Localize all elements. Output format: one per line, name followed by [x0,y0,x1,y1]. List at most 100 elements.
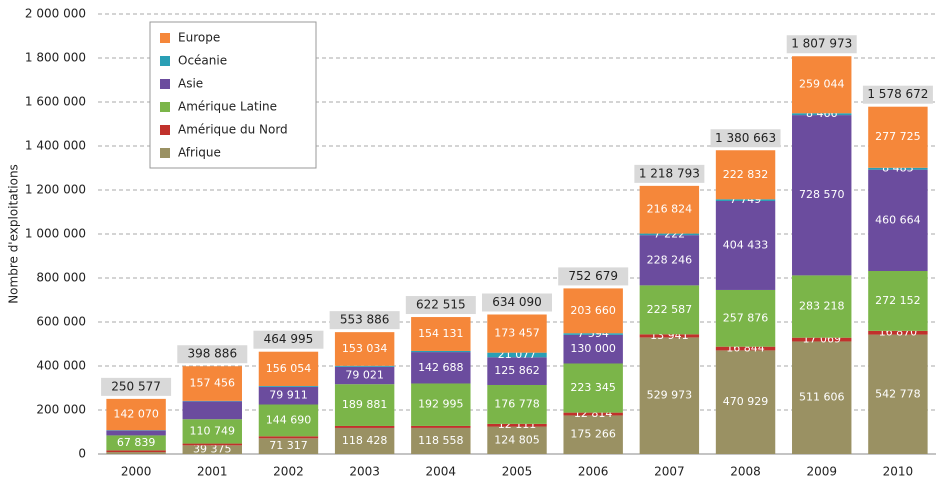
legend-label: Amérique Latine [178,100,277,114]
total-box [786,35,857,54]
total-label: 1 807 973 [791,37,852,51]
bar-segment [411,350,471,353]
data-label: 125 862 [494,364,540,377]
bar-segment [639,233,700,236]
total-box [558,267,629,286]
bar-segment [487,426,547,454]
bar-segment [106,450,166,453]
data-label: 728 570 [799,188,845,201]
data-label: 216 824 [647,203,693,216]
bar-segment [715,150,776,200]
x-tick-label: 2008 [730,465,761,479]
x-tick-label: 2007 [654,465,685,479]
legend-label: Afrique [178,146,221,160]
bar-segment [411,427,471,454]
bar-segment [792,275,852,338]
bar-segment [639,337,700,454]
y-tick-label: 1 400 000 [25,139,86,153]
bar-segment [792,341,852,454]
bar-segment [792,337,852,342]
bar-segment [106,398,166,431]
legend-swatch [160,79,170,89]
bar-segment [487,314,547,353]
bar-segment [868,106,928,168]
bar-segment [182,401,242,420]
total-box [329,311,400,330]
bar-segment [106,430,166,436]
bar-segment [792,115,852,276]
bar-segment [715,350,776,454]
data-label: 39 375 [193,443,232,456]
y-tick-label: 1 600 000 [25,95,86,109]
total-label: 553 886 [340,313,390,327]
bar-segment [487,423,547,427]
data-label: 222 587 [647,303,693,316]
bar-segment [334,425,395,428]
y-tick-label: 800 000 [36,271,86,285]
data-label: 156 054 [266,362,312,375]
legend-swatch [160,148,170,158]
bar-segment [563,412,623,416]
bar-segment [106,435,166,451]
total-label: 398 886 [187,347,237,361]
bar-segment [715,346,776,351]
bar-segment [334,384,395,426]
bar-segment [792,113,852,116]
data-label: 272 152 [875,294,921,307]
data-label: 144 690 [266,413,312,426]
bar-segment [258,386,319,405]
total-label: 634 090 [492,295,542,309]
data-label: 173 457 [494,327,540,340]
bar-segment [563,415,623,454]
bar-segment [182,443,242,446]
data-label: 277 725 [875,130,921,143]
bar-segment [868,330,928,335]
data-label: 228 246 [647,253,693,266]
bar-segment [258,351,319,387]
bar-segment [563,334,623,364]
x-tick-label: 2010 [883,465,914,479]
bar-segment [868,271,928,331]
total-box [482,293,552,312]
y-tick-label: 2 000 000 [25,7,86,21]
y-tick-label: 600 000 [36,315,86,329]
data-label: 79 911 [269,389,308,402]
bar-segment [182,419,242,444]
bar-segment [715,289,776,347]
x-tick-label: 2004 [426,465,457,479]
data-label: 222 832 [723,168,769,181]
data-label: 257 876 [723,311,769,324]
total-label: 250 577 [111,379,161,393]
bar-segment [106,452,166,454]
bar-segment [639,235,700,286]
bar-segment [563,288,623,334]
data-label: 192 995 [418,398,464,411]
total-box [405,296,476,315]
bar-segment [411,383,471,426]
data-label: 124 805 [494,433,540,446]
x-tick-label: 2009 [806,465,837,479]
data-label: 142 070 [113,408,159,421]
legend-label: Amérique du Nord [178,123,288,137]
x-tick-label: 2001 [197,465,228,479]
total-box [101,377,172,396]
bar-segment [868,167,928,170]
bar-segment [639,334,700,338]
total-label: 1 578 672 [867,87,928,101]
bar-segment [639,185,700,234]
data-label: 67 839 [117,436,156,449]
bar-segment [334,427,395,454]
data-label: 189 881 [342,398,388,411]
bar-segment [715,199,776,201]
total-label: 752 679 [568,269,618,283]
y-tick-label: 1 200 000 [25,183,86,197]
x-tick-label: 2006 [578,465,609,479]
bar-segment [258,404,319,437]
data-label: 71 317 [269,439,308,452]
data-label: 283 218 [799,300,845,313]
legend-swatch [160,56,170,66]
bar-segment [868,334,928,454]
data-label: 154 131 [418,327,464,340]
data-label: 529 973 [647,389,693,402]
x-tick-label: 2002 [273,465,304,479]
